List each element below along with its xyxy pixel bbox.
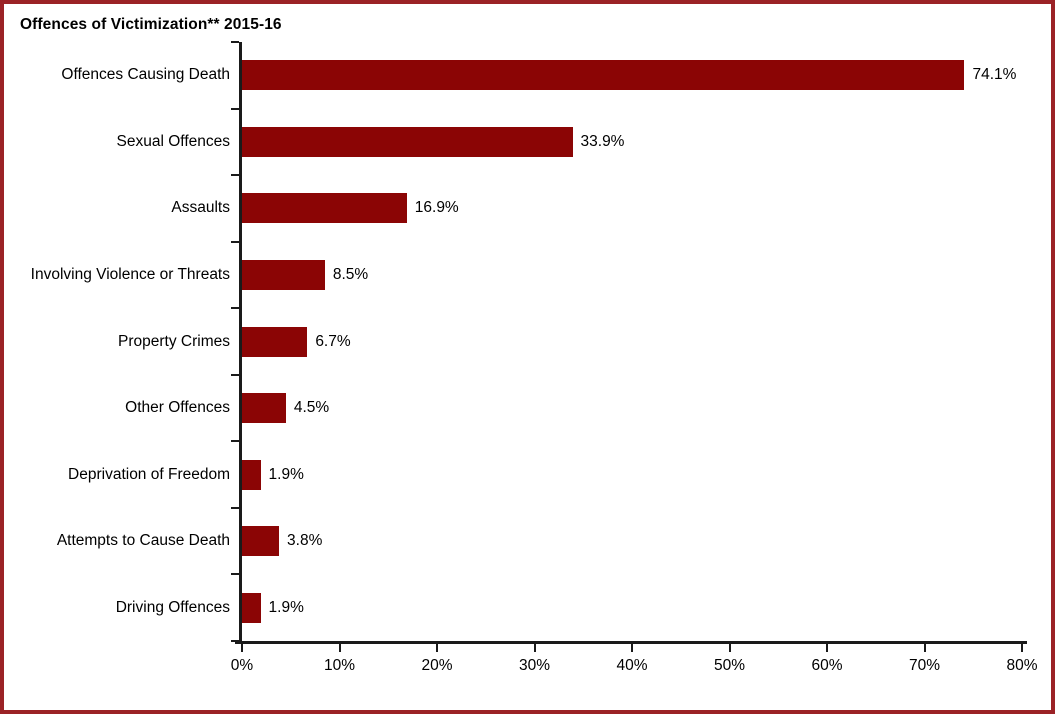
category-label: Assaults bbox=[171, 199, 230, 217]
bar bbox=[242, 592, 261, 623]
category-label: Deprivation of Freedom bbox=[68, 465, 230, 483]
y-axis-tick bbox=[231, 640, 239, 642]
x-tick-label: 0% bbox=[230, 657, 254, 674]
x-axis-tick bbox=[728, 644, 731, 652]
y-axis-tick bbox=[231, 240, 239, 243]
value-label: 33.9% bbox=[580, 132, 625, 150]
category-label: Attempts to Cause Death bbox=[56, 532, 230, 550]
category-label: Involving Violence or Threats bbox=[30, 265, 230, 283]
x-tick-label: 60% bbox=[811, 657, 843, 674]
x-axis-tick bbox=[923, 644, 926, 652]
y-axis-tick bbox=[231, 506, 239, 509]
x-tick-label: 10% bbox=[323, 657, 356, 674]
value-label: 1.9% bbox=[268, 465, 304, 483]
x-tick-label: 40% bbox=[616, 657, 648, 674]
value-label: 8.5% bbox=[332, 265, 369, 283]
x-axis-tick bbox=[436, 644, 438, 652]
bar bbox=[242, 459, 261, 490]
plot-area: 0% 10% 20% 30% 40% 50% 60% 70% 80% Offences Causi… bbox=[4, 4, 1051, 710]
x-axis-tick bbox=[241, 644, 243, 652]
x-axis-tick bbox=[338, 644, 341, 652]
x-tick-label: 50% bbox=[713, 657, 746, 674]
value-label: 74.1% bbox=[972, 66, 1017, 84]
value-label: 6.7% bbox=[315, 332, 351, 350]
x-tick-label: 30% bbox=[518, 657, 551, 674]
x-tick-label: 80% bbox=[1006, 657, 1038, 674]
bar bbox=[242, 526, 280, 557]
x-axis-tick bbox=[631, 644, 633, 652]
chart-title: Offences of Victimization** 2015-16 bbox=[20, 16, 282, 33]
value-label: 4.5% bbox=[293, 399, 330, 417]
category-label: Offences Causing Death bbox=[61, 66, 230, 84]
y-axis-tick bbox=[231, 107, 239, 110]
y-axis-tick bbox=[231, 573, 239, 576]
category-label: Other Offences bbox=[125, 399, 230, 417]
bar bbox=[242, 326, 308, 357]
value-label: 1.9% bbox=[268, 598, 304, 616]
y-axis-tick bbox=[231, 307, 239, 310]
bar bbox=[242, 193, 407, 224]
bar bbox=[242, 60, 965, 91]
x-axis-tick bbox=[1021, 644, 1023, 652]
x-tick-label: 20% bbox=[421, 657, 453, 674]
x-axis-line bbox=[235, 641, 1027, 644]
category-label: Driving Offences bbox=[115, 598, 230, 616]
y-axis-line bbox=[239, 42, 242, 644]
value-label: 3.8% bbox=[287, 532, 323, 550]
category-label: Property Crimes bbox=[118, 332, 230, 350]
value-label: 16.9% bbox=[414, 199, 459, 217]
bar bbox=[242, 259, 325, 290]
bar bbox=[242, 126, 573, 157]
y-axis-tick bbox=[231, 174, 239, 177]
y-axis-tick bbox=[231, 373, 239, 376]
x-axis-tick bbox=[533, 644, 536, 652]
x-axis-tick bbox=[826, 644, 828, 652]
category-label: Sexual Offences bbox=[116, 132, 230, 150]
y-axis-tick bbox=[231, 41, 239, 43]
y-axis-tick bbox=[231, 440, 239, 443]
x-tick-label: 70% bbox=[908, 657, 941, 674]
bar bbox=[242, 393, 286, 424]
